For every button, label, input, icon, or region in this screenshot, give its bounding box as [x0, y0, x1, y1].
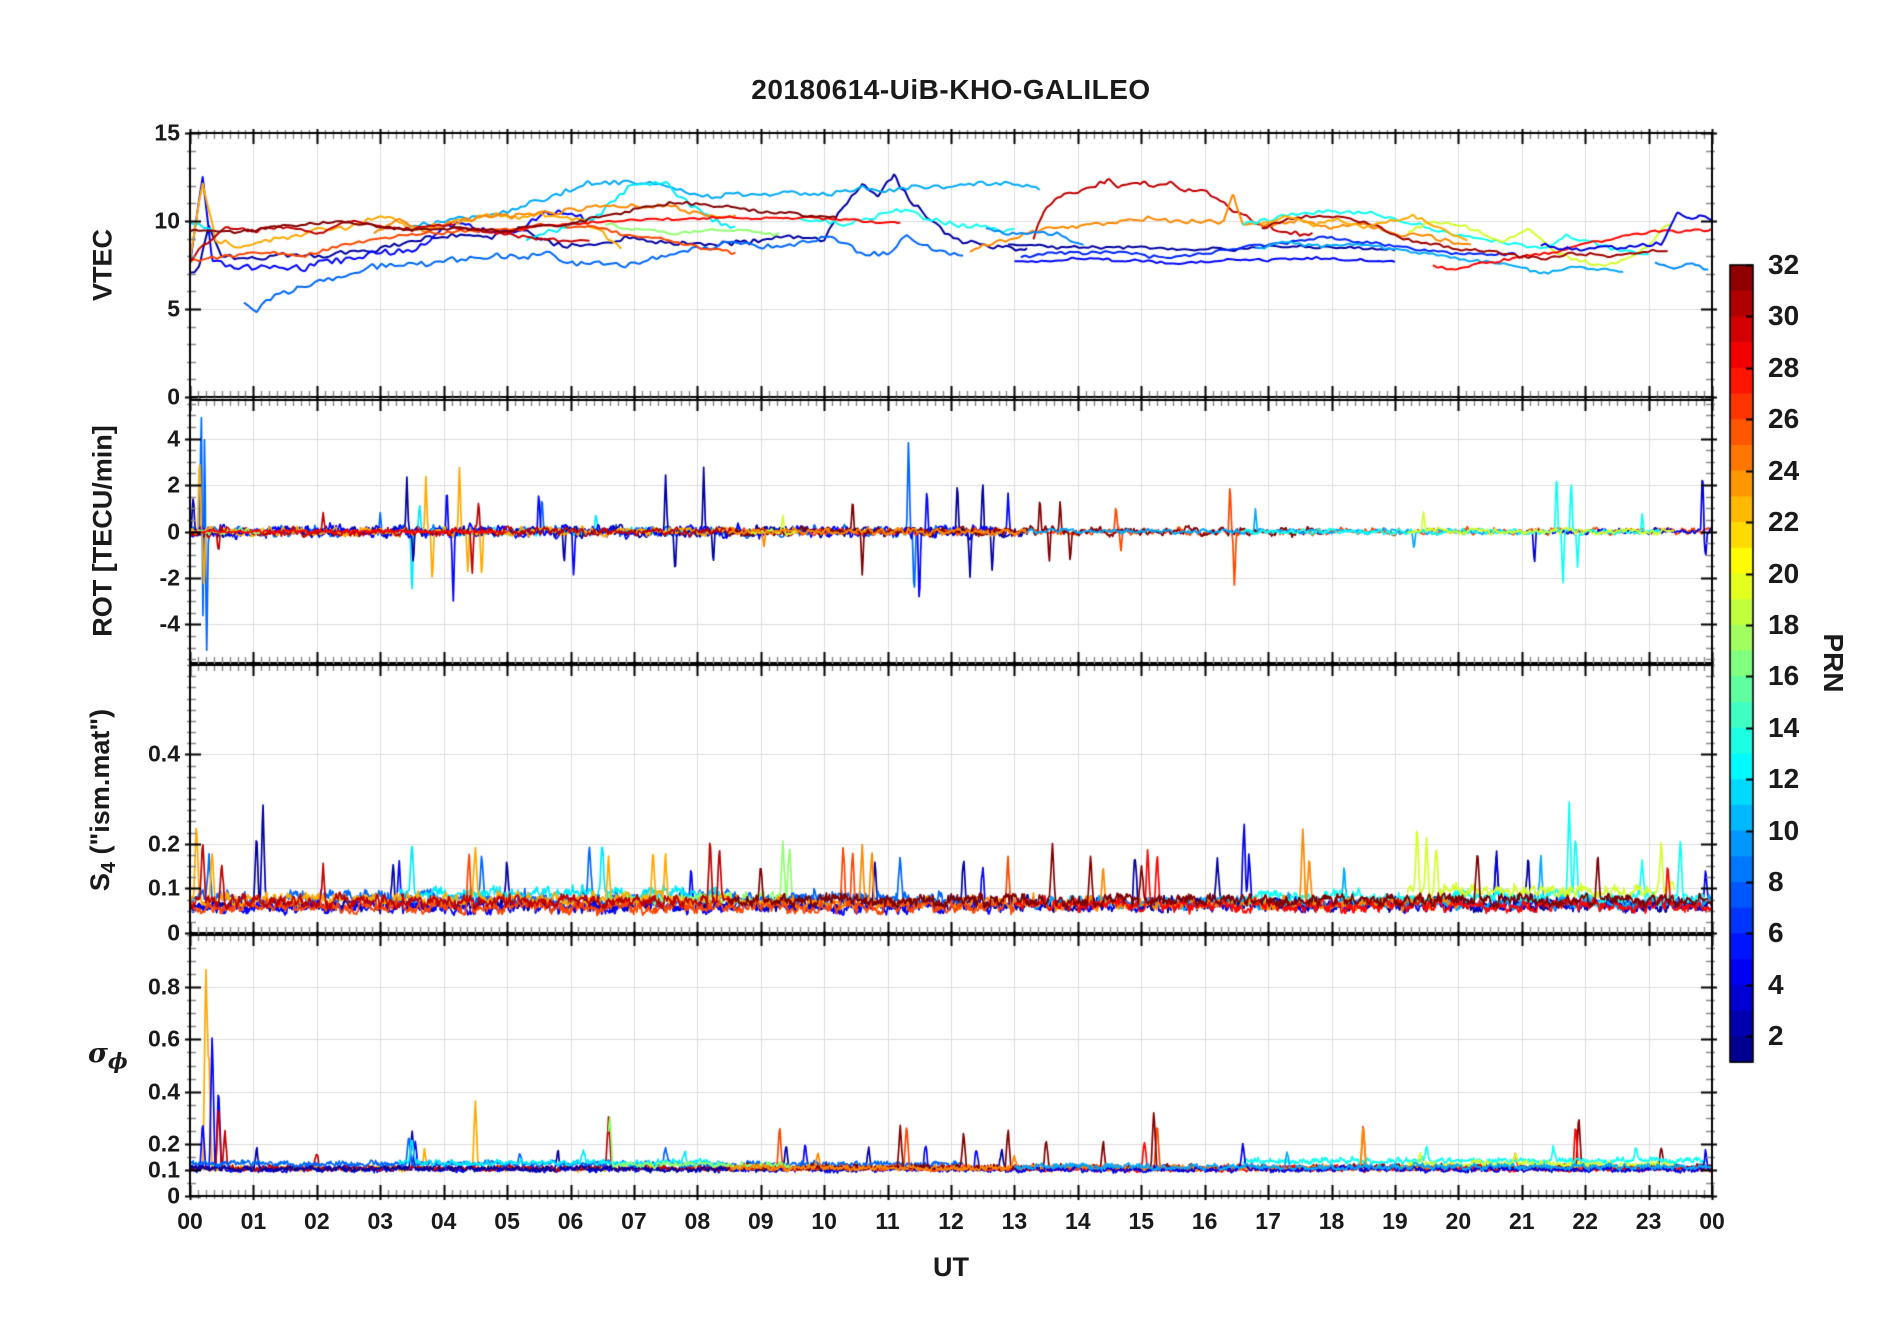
colorbar-tick-label: 28: [1768, 351, 1800, 383]
figure-title: 20180614-UiB-KHO-GALILEO: [751, 74, 1151, 105]
y-axis-label-s4: S4 ("ism.mat"): [85, 709, 121, 891]
colorbar-tick-label: 18: [1768, 608, 1800, 640]
colorbar: [1730, 265, 1753, 1062]
y-tick-label: 0.8: [148, 973, 180, 1000]
y-tick-label: -2: [159, 564, 180, 591]
rot-panel-region: [190, 400, 1712, 663]
x-tick-label: 16: [1191, 1208, 1218, 1234]
y-tick-label: -4: [159, 610, 180, 637]
y-tick-label: 5: [167, 295, 180, 322]
y-tick-label: 0.6: [148, 1025, 180, 1052]
x-tick-label: 05: [494, 1208, 520, 1234]
colorbar-tick-label: 16: [1768, 660, 1800, 692]
x-tick-label: 22: [1572, 1208, 1598, 1234]
x-tick-label: 19: [1382, 1208, 1408, 1234]
y-tick-label: 0.2: [148, 1130, 180, 1157]
colorbar-tick-label: 10: [1768, 814, 1800, 846]
vtec-panel-region: [190, 133, 1712, 397]
x-tick-label: 04: [430, 1208, 457, 1234]
y-tick-label: 0: [167, 1182, 180, 1209]
colorbar-tick-label: 14: [1768, 711, 1800, 743]
x-tick-label: 08: [684, 1208, 711, 1234]
y-tick-label: 0.2: [148, 830, 180, 857]
colorbar-tick-label: 12: [1768, 763, 1800, 795]
x-tick-label: 12: [938, 1208, 964, 1234]
x-tick-label: 02: [304, 1208, 330, 1234]
s4-panel-region: [190, 665, 1712, 933]
y-tick-label: 0: [167, 383, 180, 410]
y-tick-label: 0.4: [148, 740, 180, 767]
y-tick-label: 0.1: [148, 1156, 180, 1183]
s4-label-sub: 4: [98, 862, 121, 874]
colorbar-tick-label: 26: [1768, 403, 1800, 435]
colorbar-tick-label: 22: [1768, 506, 1800, 538]
colorbar-tick-label: 32: [1768, 249, 1800, 280]
x-tick-label: 00: [177, 1208, 203, 1234]
x-tick-label: 15: [1128, 1208, 1155, 1234]
x-tick-label: 23: [1635, 1208, 1662, 1234]
x-tick-label: 20: [1445, 1208, 1472, 1234]
colorbar-tick-label: 6: [1768, 917, 1784, 949]
x-tick-label: 00: [1699, 1208, 1725, 1234]
y-tick-label: 10: [154, 207, 180, 234]
x-tick-label: 11: [875, 1208, 900, 1234]
x-tick-label: 07: [621, 1208, 647, 1234]
y-tick-label: 0.4: [148, 1078, 180, 1105]
colorbar-label: PRN: [1818, 633, 1849, 693]
y-tick-label: 0: [167, 919, 180, 946]
x-tick-label: 03: [367, 1208, 394, 1234]
colorbar-tick-label: 8: [1768, 866, 1784, 898]
x-axis-label: UT: [933, 1252, 969, 1282]
x-tick-label: 17: [1255, 1208, 1281, 1234]
x-tick-label: 10: [811, 1208, 837, 1234]
y-tick-label: 4: [167, 425, 180, 452]
x-tick-label: 06: [557, 1208, 584, 1234]
colorbar-tick-label: 2: [1768, 1020, 1784, 1052]
y-tick-label: 15: [154, 119, 180, 146]
x-tick-label: 21: [1508, 1208, 1535, 1234]
y-axis-label-vtec: VTEC: [87, 228, 118, 302]
colorbar-tick-label: 4: [1768, 968, 1784, 1000]
sigma-phi-panel-region: [190, 935, 1712, 1196]
colorbar-tick-label: 20: [1768, 557, 1800, 589]
x-tick-label: 09: [747, 1208, 774, 1234]
y-axis-label-sigma-phi: σϕ: [88, 1038, 158, 1073]
y-tick-label: 0: [167, 518, 180, 544]
y-tick-label: 0.1: [148, 874, 180, 901]
x-tick-label: 13: [1001, 1208, 1028, 1234]
x-tick-label: 14: [1065, 1208, 1091, 1234]
x-tick-label: 01: [240, 1208, 267, 1234]
sigma-glyph: σ: [88, 1038, 108, 1069]
y-tick-label: 2: [167, 471, 180, 498]
colorbar-tick-label: 24: [1768, 454, 1800, 486]
x-tick-label: 18: [1318, 1208, 1345, 1234]
colorbar-tick-label: 30: [1768, 300, 1800, 332]
phi-glyph: ϕ: [107, 1048, 128, 1074]
